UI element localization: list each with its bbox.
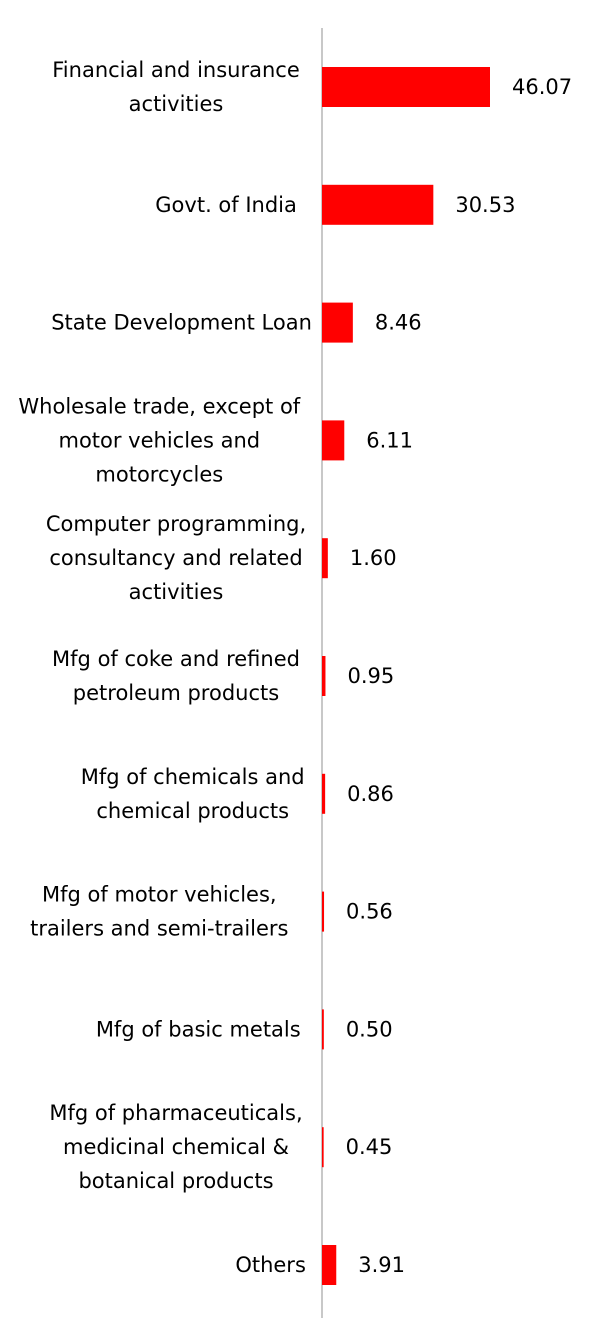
category-label-line: State Development Loan: [51, 311, 312, 335]
category-label-line: Others: [235, 1253, 306, 1277]
category-label: Others: [235, 1253, 306, 1277]
data-label: 8.46: [375, 311, 422, 335]
category-label-line: Mfg of coke and refined: [52, 647, 300, 671]
data-label: 46.07: [512, 75, 572, 99]
category-label-line: activities: [129, 580, 224, 604]
category-label-line: Mfg of chemicals and: [81, 765, 305, 789]
bar: [322, 67, 490, 107]
data-label: 0.86: [347, 782, 394, 806]
category-label: Wholesale trade, except of motor vehicles…: [18, 394, 300, 486]
category-label-line: Computer programming,: [46, 512, 306, 536]
data-label: 3.91: [358, 1253, 405, 1277]
data-label: 6.11: [366, 428, 413, 452]
bar: [322, 420, 345, 461]
category-label-line: medicinal chemical &: [63, 1135, 289, 1159]
category-label: Mfg of basic metals: [96, 1017, 301, 1041]
category-label-line: Wholesale trade, except of: [18, 394, 300, 418]
category-label-line: trailers and semi-trailers: [30, 917, 288, 941]
data-label: 0.45: [346, 1135, 393, 1159]
data-label: 0.56: [346, 900, 393, 924]
category-label-line: activities: [129, 92, 224, 116]
bar: [322, 891, 325, 932]
category-label: Mfg of pharmaceuticals, medicinal chemica…: [49, 1101, 302, 1193]
category-label: Mfg of chemicals and chemical products: [81, 765, 305, 823]
category-label-line: consultancy and related: [49, 546, 302, 570]
bar: [322, 1127, 324, 1168]
category-label: Mfg of motor vehicles, trailers and semi-…: [30, 883, 288, 941]
category-label: Financial and insurance activities: [52, 58, 300, 116]
category-label-line: Mfg of pharmaceuticals,: [49, 1101, 302, 1125]
data-label: 0.50: [346, 1017, 393, 1041]
bar: [322, 184, 434, 225]
data-label: 1.60: [350, 546, 397, 570]
category-label-line: petroleum products: [73, 681, 279, 705]
category-label: Mfg of coke and refined petroleum product…: [52, 647, 300, 705]
bar: [322, 773, 326, 814]
bar: [322, 1009, 324, 1050]
data-label: 0.95: [347, 664, 394, 688]
category-label-line: Govt. of India: [155, 193, 297, 217]
bar: [322, 538, 328, 579]
category-label-line: botanical products: [78, 1169, 273, 1193]
category-label-line: chemical products: [96, 799, 289, 823]
category-label-line: Financial and insurance: [52, 58, 300, 82]
category-label: Computer programming, consultancy and rel…: [46, 512, 306, 604]
category-label-line: motor vehicles and: [58, 428, 260, 452]
category-label-line: motorcycles: [95, 462, 223, 486]
bar: [322, 656, 326, 696]
category-label: Govt. of India: [155, 193, 297, 217]
category-label-line: Mfg of basic metals: [96, 1017, 301, 1041]
data-label: 30.53: [455, 193, 515, 217]
category-label-line: Mfg of motor vehicles,: [42, 883, 277, 907]
bar: [322, 1245, 337, 1285]
bar: [322, 302, 353, 343]
category-label: State Development Loan: [51, 311, 312, 335]
